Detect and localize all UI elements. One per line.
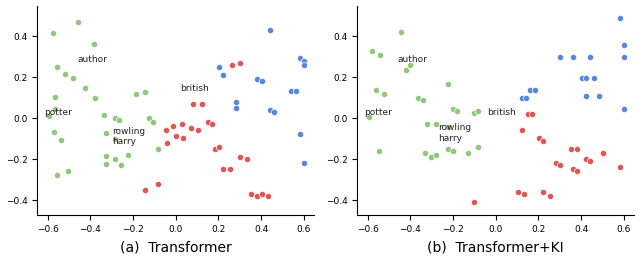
X-axis label: (a)  Transformer: (a) Transformer xyxy=(120,240,232,255)
Text: rowling: rowling xyxy=(438,123,471,132)
Text: british: british xyxy=(180,84,209,93)
Text: rowling: rowling xyxy=(112,127,145,136)
Text: british: british xyxy=(487,108,516,117)
Text: author: author xyxy=(397,55,428,64)
Text: potter: potter xyxy=(365,108,392,117)
Text: harry: harry xyxy=(112,137,136,146)
Text: harry: harry xyxy=(438,134,462,142)
Text: potter: potter xyxy=(45,108,72,117)
X-axis label: (b)  Transformer+KI: (b) Transformer+KI xyxy=(428,240,564,255)
Text: author: author xyxy=(77,55,108,64)
